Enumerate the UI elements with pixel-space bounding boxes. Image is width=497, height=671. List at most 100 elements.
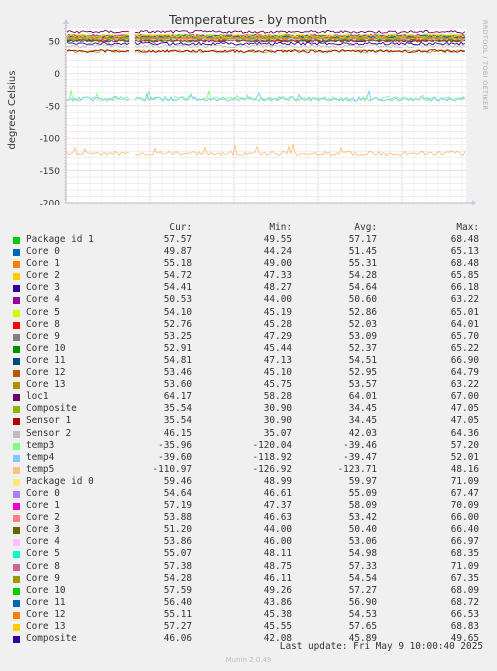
legend-name: Core 8 (26, 560, 60, 572)
legend-max: 64.79 (450, 367, 479, 379)
legend-avg: 42.03 (348, 427, 377, 439)
legend-max: 67.47 (450, 487, 479, 499)
legend-min: 46.63 (263, 512, 292, 524)
legend-max: 64.36 (450, 427, 479, 439)
legend-row: Sensor 1 35.54 30.90 34.45 47.05 (0, 415, 497, 427)
legend-swatch (13, 539, 20, 547)
legend-max: 68.48 (450, 234, 479, 245)
series-line (134, 36, 466, 42)
legend-avg: 53.09 (348, 330, 377, 342)
y-tick-label: -100 (40, 135, 61, 145)
legend-min: 49.26 (263, 584, 292, 596)
legend-min: 43.86 (263, 596, 292, 608)
x-axis-arrow (472, 200, 476, 205)
legend-swatch (13, 237, 20, 244)
legend-min: 44.00 (263, 524, 292, 536)
legend-cur: 54.10 (163, 306, 192, 318)
series-line (66, 32, 130, 37)
legend-row: Package id 1 57.57 49.55 57.17 68.48 (0, 234, 497, 246)
legend-max: 68.83 (450, 621, 479, 632)
legend-max: 68.72 (450, 596, 479, 608)
series-line (134, 33, 466, 38)
legend-cur: 51.20 (163, 524, 192, 536)
legend-swatch (13, 418, 20, 426)
legend-row: Core 1 55.18 49.00 55.31 68.48 (0, 258, 497, 270)
y-tick-label: -150 (40, 167, 61, 177)
legend: Package id 1 57.57 49.55 57.17 68.48 Core 0 49… (0, 234, 497, 645)
legend-swatch (13, 490, 20, 498)
legend-name: Core 0 (26, 246, 60, 258)
legend-max: 66.53 (450, 608, 479, 620)
series-line (66, 42, 130, 46)
legend-max: 65.22 (450, 342, 479, 354)
legend-avg: 52.37 (348, 342, 377, 354)
legend-cur: 64.17 (163, 391, 192, 403)
legend-row: temp4 -39.60 -118.92 -39.47 52.01 (0, 452, 497, 464)
series-line (134, 48, 466, 53)
legend-min: 49.55 (263, 234, 292, 245)
legend-name: Sensor 2 (26, 427, 72, 439)
legend-row: Core 5 55.07 48.11 54.98 68.35 (0, 548, 497, 560)
legend-cur: 55.18 (163, 258, 192, 270)
legend-max: 52.01 (450, 451, 479, 463)
legend-cur: 54.28 (163, 572, 192, 584)
legend-min: 48.27 (263, 282, 292, 294)
legend-swatch (13, 394, 20, 402)
legend-min: 42.08 (263, 633, 292, 645)
legend-avg: 50.60 (348, 294, 377, 306)
legend-min: 30.90 (263, 403, 292, 415)
legend-avg: 64.01 (348, 391, 377, 403)
legend-min: 44.24 (263, 246, 292, 258)
legend-name: Core 11 (26, 354, 66, 366)
legend-name: Core 1 (26, 258, 60, 270)
legend-row: Core 4 53.86 46.00 53.06 66.97 (0, 536, 497, 548)
legend-min: 48.11 (263, 548, 292, 560)
legend-row: temp3 -35.96 -120.04 -39.46 57.20 (0, 440, 497, 452)
legend-cur: -39.60 (158, 451, 192, 463)
legend-cur: 53.86 (163, 536, 192, 548)
series-line (66, 36, 130, 40)
legend-avg: -39.46 (343, 439, 377, 451)
legend-min: 45.44 (263, 342, 292, 354)
legend-avg: 45.89 (348, 633, 377, 645)
legend-name: Core 5 (26, 306, 60, 318)
legend-row: Core 0 54.64 46.61 55.09 67.47 (0, 488, 497, 500)
legend-avg: 54.51 (348, 354, 377, 366)
legend-name: Core 13 (26, 621, 66, 632)
legend-name: Core 0 (26, 487, 60, 499)
legend-avg: 57.65 (348, 621, 377, 632)
legend-max: 65.01 (450, 306, 479, 318)
legend-cur: 55.07 (163, 548, 192, 560)
legend-name: Core 10 (26, 584, 66, 596)
legend-min: 47.29 (263, 330, 292, 342)
legend-max: 65.70 (450, 330, 479, 342)
legend-name: Core 12 (26, 367, 66, 379)
legend-min: 46.61 (263, 487, 292, 499)
munin-version: Munin 2.0.49 (225, 656, 272, 664)
legend-name: temp5 (26, 463, 55, 475)
legend-header: Cur: Min: Avg: Max: (0, 222, 497, 234)
legend-max: 65.13 (450, 246, 479, 258)
legend-max: 47.05 (450, 403, 479, 415)
legend-cur: 57.57 (163, 234, 192, 245)
legend-avg: 54.53 (348, 608, 377, 620)
legend-min: 45.55 (263, 621, 292, 632)
col-cur: Cur: (169, 222, 192, 233)
legend-swatch (13, 503, 20, 511)
plot-area (66, 28, 466, 203)
legend-min: 45.38 (263, 608, 292, 620)
legend-cur: 54.64 (163, 487, 192, 499)
legend-row: Core 4 50.53 44.00 50.60 63.22 (0, 294, 497, 306)
legend-min: 49.00 (263, 258, 292, 270)
legend-swatch (13, 406, 20, 414)
legend-swatch (13, 611, 20, 619)
legend-max: 68.48 (450, 258, 479, 270)
y-axis-label: degrees Celsius (7, 71, 18, 150)
legend-row: Core 11 54.81 47.13 54.51 66.90 (0, 355, 497, 367)
legend-min: -126.92 (252, 463, 292, 475)
legend-name: Package id 1 (26, 234, 94, 245)
legend-max: 66.00 (450, 512, 479, 524)
legend-cur: 54.41 (163, 282, 192, 294)
series-line (66, 95, 130, 102)
legend-swatch (13, 321, 20, 329)
